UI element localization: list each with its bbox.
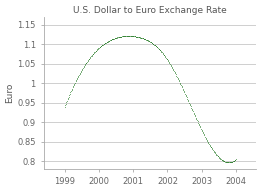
Title: U.S. Dollar to Euro Exchange Rate: U.S. Dollar to Euro Exchange Rate bbox=[73, 6, 227, 15]
Y-axis label: Euro: Euro bbox=[6, 83, 15, 103]
